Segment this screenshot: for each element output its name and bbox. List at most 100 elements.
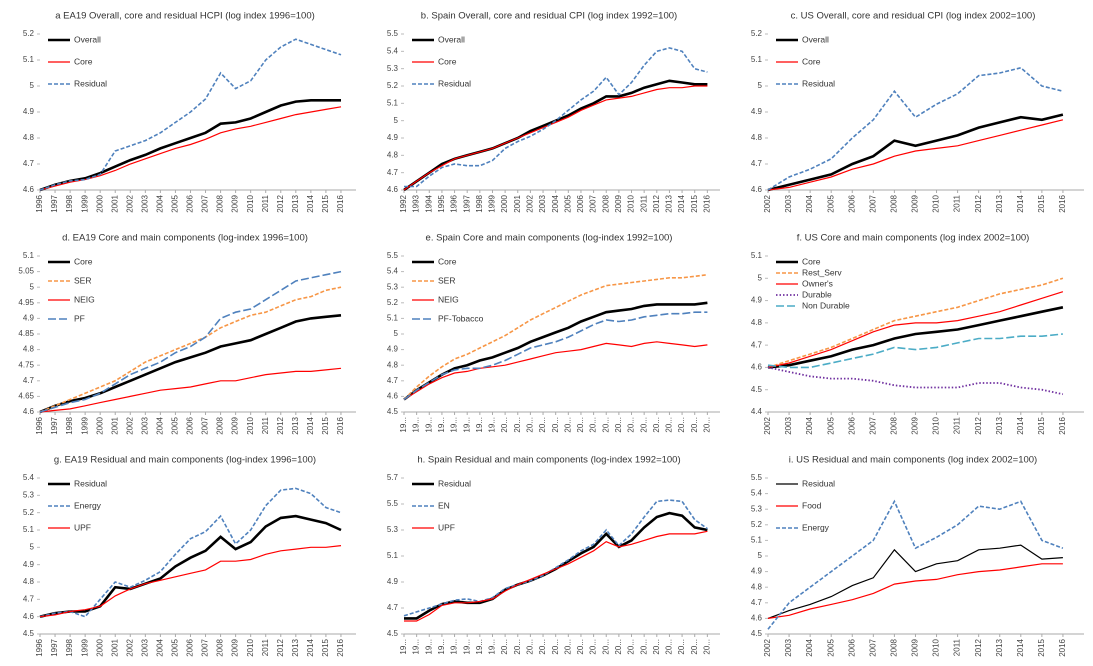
x-tick-label: 2008 [216,638,225,656]
x-tick-label: 2010 [932,638,941,656]
x-tick-label: 2013 [665,194,674,212]
x-tick-label: 20... [639,417,648,433]
x-tick-label: 20... [652,417,661,433]
x-tick-label: 20... [500,417,509,433]
chart-title: d. EA19 Core and main components (log-in… [62,233,308,244]
series-line [403,311,708,401]
y-tick-label: 5.2 [387,81,399,90]
chart-title: b. Spain Overall, core and residual CPI … [421,11,677,22]
y-tick-label: 4.7 [23,159,35,168]
y-tick-label: 5.1 [23,55,35,64]
x-tick-label: 2008 [601,194,610,212]
y-tick-label: 5.5 [387,29,399,38]
x-tick-label: 2009 [231,638,240,656]
x-tick-label: 20... [576,639,585,655]
x-tick-label: 2003 [538,194,547,212]
x-tick-label: 20... [526,639,535,655]
y-tick-label: 4.8 [751,582,763,591]
x-tick-label: 2005 [826,638,835,656]
legend-label: Overall [74,34,101,44]
legend-label: SER [74,275,91,285]
x-tick-label: 2012 [276,638,285,656]
x-tick-label: 2011 [261,194,270,212]
y-tick-label: 4.7 [751,598,763,607]
x-tick-label: 2006 [847,416,856,434]
chart-title: g. EA19 Residual and main components (lo… [54,455,316,466]
series-line [767,563,1063,619]
x-tick-label: 2009 [911,638,920,656]
legend-label: Energy [802,522,830,532]
series-line [404,47,708,188]
y-tick-label: 5.05 [18,267,34,276]
y-tick-label: 4.7 [23,376,35,385]
series-line [767,333,1063,369]
x-tick-label: 19... [399,417,408,433]
legend-label: Energy [74,500,102,510]
y-tick-label: 5.4 [23,473,35,482]
x-tick-label: 1996 [35,416,44,434]
y-tick-label: 5.2 [751,520,763,529]
series-line [39,270,342,413]
x-tick-label: 19... [488,417,497,433]
x-tick-label: 1997 [462,194,471,212]
x-tick-label: 1997 [50,638,59,656]
legend-label: Residual [74,478,107,488]
x-tick-label: 1999 [488,194,497,212]
y-tick-label: 5 [394,329,399,338]
legend-label: NEIG [74,294,95,304]
x-tick-label: 2014 [1016,638,1025,656]
y-tick-label: 4.6 [23,185,35,194]
y-tick-label: 4.9 [751,296,763,305]
x-tick-label: 2007 [868,638,877,656]
x-tick-label: 2006 [186,416,195,434]
legend-label: UPF [74,522,91,532]
series-line [39,38,342,191]
y-tick-label: 4.9 [23,560,35,569]
series-line [39,487,342,618]
x-tick-label: 19... [399,639,408,655]
x-tick-label: 2005 [826,416,835,434]
y-tick-label: 5.1 [23,251,35,260]
x-tick-label: 2012 [276,416,285,434]
x-tick-label: 2001 [110,194,119,212]
y-tick-label: 5 [30,282,35,291]
y-tick-label: 5.1 [751,55,763,64]
y-tick-label: 5.2 [387,298,399,307]
y-tick-label: 5.1 [387,98,399,107]
x-tick-label: 2015 [1037,638,1046,656]
y-tick-label: 4.8 [23,577,35,586]
series-line [39,314,342,414]
x-tick-label: 2013 [291,194,300,212]
x-tick-label: 20... [690,417,699,433]
legend-label: Residual [438,78,471,88]
legend-label: Residual [438,478,471,488]
x-tick-label: 19... [450,417,459,433]
x-tick-label: 2002 [763,638,772,656]
x-tick-label: 1996 [450,194,459,212]
x-tick-label: 2006 [576,194,585,212]
chart-title: i. US Residual and main components (log … [789,455,1037,466]
y-tick-label: 5.3 [751,504,763,513]
y-tick-label: 5.3 [23,490,35,499]
x-tick-label: 20... [702,417,711,433]
x-tick-label: 2001 [513,194,522,212]
x-tick-label: 19... [424,417,433,433]
y-tick-label: 4.7 [23,594,35,603]
x-tick-label: 2016 [336,194,345,212]
x-tick-label: 20... [563,417,572,433]
x-tick-label: 1998 [65,194,74,212]
x-tick-label: 2008 [890,638,899,656]
x-tick-label: 1998 [65,416,74,434]
y-tick-label: 4.6 [387,185,399,194]
x-tick-label: 2013 [995,638,1004,656]
y-tick-label: 5.1 [387,551,399,560]
x-tick-label: 20... [652,639,661,655]
legend-label: Durable [802,289,832,299]
y-tick-label: 4.9 [23,314,35,323]
x-tick-label: 2003 [784,416,793,434]
x-tick-label: 2015 [1037,194,1046,212]
x-tick-label: 2012 [276,194,285,212]
x-tick-label: 20... [614,639,623,655]
y-tick-label: 4.5 [751,629,763,638]
x-tick-label: 2002 [125,194,134,212]
